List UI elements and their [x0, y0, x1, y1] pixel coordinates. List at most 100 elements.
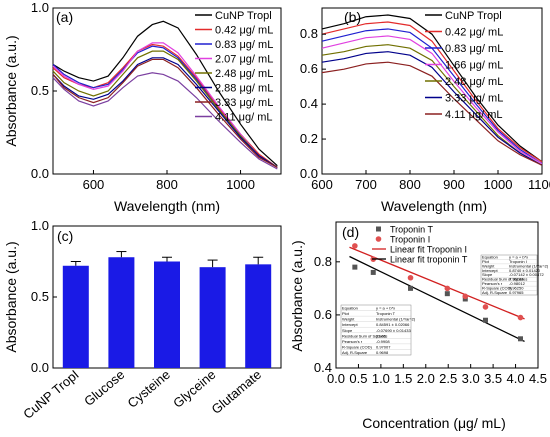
panel-a: (a) 600 800 1000 0.0 0.5 1.0 CuNP Tropl 0.42 μ… — [3, 0, 282, 214]
panel-b-series — [321, 14, 543, 166]
panel-a-series-line — [52, 50, 278, 168]
panel-d-xlabel: Concentration (μg/ mL) — [362, 415, 505, 431]
panel-b-legend-label: 2.48 μg/ mL — [445, 76, 503, 88]
panel-d-point-troponin-t — [517, 336, 523, 342]
panel-b-xtick-label: 800 — [399, 177, 421, 192]
panel-b-legend-label: 4.11 μg/ mL — [445, 109, 503, 121]
panel-d-stat-value: 7.96283 — [509, 277, 524, 282]
panel-c-ticks: CuNP TropI GlucoseCysteineGlyceineGlutama… — [20, 218, 264, 422]
panel-a-series-line — [52, 58, 278, 168]
panel-a-legend-label: 2.88 μg/ mL — [215, 83, 273, 95]
panel-d-stat-key: Intercept — [482, 268, 498, 273]
panel-d-point-troponin-i — [407, 274, 414, 281]
panel-d-legend-label: Troponin I — [390, 235, 430, 245]
panel-d-xtick-label: 1.0 — [372, 371, 390, 386]
panel-a-xtick-label: 1000 — [226, 177, 255, 192]
panel-d-stat-table — [480, 254, 538, 296]
panel-c-ytick-label: 0.0 — [31, 360, 49, 375]
panel-b-ytick-label: 0.6 — [300, 61, 318, 76]
panel-a-series — [52, 20, 278, 170]
panel-a-legend: CuNP Tropl 0.42 μg/ mL 0.83 μg/ mL 2.07 μg/… — [195, 10, 273, 124]
panel-d-legend-marker — [375, 236, 382, 242]
panel-a-series-line — [52, 72, 278, 170]
panel-d-xtick-label: 0.0 — [327, 371, 345, 386]
panel-d-point-troponin-i — [482, 304, 489, 310]
panel-d-frame — [335, 221, 539, 369]
panel-d-point-troponin-t — [482, 317, 488, 323]
panel-b-series-line — [321, 51, 543, 166]
panel-c-ytick-label: 0.5 — [31, 289, 49, 304]
panel-d-ytick-label: 0.4 — [314, 360, 332, 375]
panel-a-series-line — [52, 57, 278, 168]
panel-b-legend-label: CuNP Tropl — [445, 10, 502, 22]
panel-d-xtick-label: 2.0 — [417, 371, 435, 386]
panel-d-point-troponin-i — [352, 243, 358, 249]
panel-d-legend-marker — [376, 226, 381, 232]
panel-b-legend-label: 0.42 μg/ mL — [445, 27, 503, 39]
panel-d-stat-key: Weight — [342, 317, 355, 322]
panel-a-ticks: 600 800 1000 0.0 0.5 1.0 — [31, 0, 255, 192]
panel-d-xtick-label: 1.5 — [394, 371, 412, 386]
panel-c-ylabel: Absorbance (a.u.) — [3, 241, 19, 352]
panel-d-stat-value: 0.97965 — [509, 290, 524, 295]
panel-a-label: (a) — [56, 9, 73, 25]
panel-a-xlabel: Wavelength (nm) — [114, 198, 220, 214]
panel-a-xtick-label: 600 — [83, 177, 105, 192]
panel-d-stat-value: -0.07142 ± 0.00472 — [509, 272, 544, 277]
panel-c-category-label: CuNP TropI — [20, 367, 81, 422]
panel-d-stat-key: Pearson's r — [482, 281, 503, 286]
panel-d-label: (d) — [342, 224, 359, 240]
panel-c-category-label: Cysteine — [125, 367, 173, 411]
panel-c-category-label: Glucose — [81, 367, 127, 409]
panel-d-stat-value: 25.05 — [376, 333, 387, 338]
panel-d-xtick-label: 3.0 — [462, 371, 480, 386]
panel-a-series-line — [52, 42, 278, 168]
panel-d-stat-key: Equation — [482, 254, 498, 259]
panel-d-stat-value: 0.96250 — [509, 286, 524, 291]
panel-d-stat-table — [340, 304, 412, 356]
panel-d-ytick-label: 0.6 — [314, 307, 332, 322]
panel-d-stat-key: R-Square (COD) — [342, 344, 372, 349]
panel-a-ytick-label: 0.5 — [31, 83, 49, 98]
panel-d-stat-value: Troponin T — [376, 311, 396, 316]
panel-a-legend-label: 4.11 μg/ mL — [215, 112, 273, 124]
panel-c-bar — [154, 261, 180, 368]
panel-b-series-line — [321, 14, 543, 163]
panel-b-ytick-label: 0.2 — [300, 131, 318, 146]
panel-a-ytick-label: 0.0 — [31, 166, 49, 181]
panel-b-series-line — [321, 21, 543, 163]
panel-a-ytick-label: 1.0 — [31, 0, 49, 15]
panel-b-ytick-label: 0.4 — [300, 96, 318, 111]
panel-d-point-troponin-t — [370, 269, 376, 275]
panel-a-legend-label: 2.07 μg/ mL — [215, 54, 273, 66]
panel-b-legend-label: 0.83 μg/ mL — [445, 43, 503, 55]
panel-b-series-line — [321, 61, 543, 166]
panel-d-stat-key: Plot — [342, 311, 350, 316]
panel-b-xtick-label: 700 — [355, 177, 377, 192]
panel-d-stat-key: Equation — [342, 306, 358, 311]
panel-d-stat-value: 0.97007 — [376, 344, 391, 349]
panel-c-bar — [62, 265, 89, 368]
panel-b-xtick-label: 900 — [443, 177, 465, 192]
panel-d-fit-line — [349, 255, 525, 343]
panel-a-xtick-label: 800 — [156, 177, 178, 192]
panel-a-legend-label: CuNP Tropl — [215, 10, 272, 22]
panel-d-stat-key: Residual Sum of Squares — [482, 277, 527, 282]
panel-d-ytick-label: 0.8 — [314, 254, 332, 269]
panel-d-stat-value: 0.9698 — [376, 350, 389, 355]
panel-a-legend-label: 3.33 μg/ mL — [215, 97, 273, 109]
panel-d-stat-key: Slope — [342, 328, 353, 333]
panel-d-stat-value: Instrumental (1/Yar^2) — [376, 317, 416, 322]
panel-d: (d) 0.0 0.5 1.0 1.5 2.0 2.5 3.0 3.5 4.0 4.5 0.4 0.6… — [289, 221, 549, 431]
panel-d-plot — [349, 243, 525, 343]
panel-d-stat-value: -0.07690 ± 0.01433 — [376, 328, 411, 333]
panel-d-ticks: 0.0 0.5 1.0 1.5 2.0 2.5 3.0 3.5 4.0 4.5 0.4 0.6 0.8 — [314, 254, 547, 386]
panel-d-legend-label: Linear fit troponin T — [390, 255, 468, 265]
panel-c-bars — [62, 251, 272, 368]
panel-c-category-label: Glutamate — [209, 367, 265, 417]
panel-d-stat-key: Slope — [482, 272, 493, 277]
